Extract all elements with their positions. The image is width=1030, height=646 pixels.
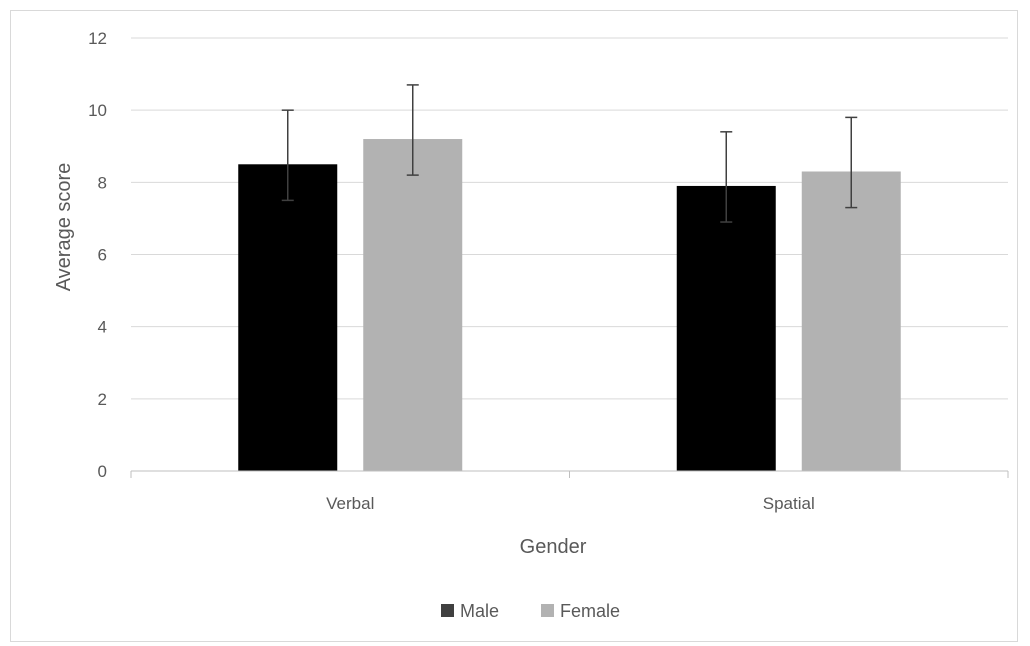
legend-swatch xyxy=(441,604,454,617)
x-axis xyxy=(130,470,1009,478)
error-bar-male-spatial xyxy=(720,131,733,223)
legend-label: Male xyxy=(460,601,499,621)
y-tick-label: 2 xyxy=(98,390,107,409)
y-tick-label: 4 xyxy=(98,318,107,337)
bar-female-spatial xyxy=(801,171,901,471)
bar-male-spatial xyxy=(676,185,776,472)
legend: Male Female xyxy=(441,601,620,621)
y-tick-label: 6 xyxy=(98,246,107,265)
y-tick-label: 10 xyxy=(88,101,107,120)
y-tick-label: 0 xyxy=(98,462,107,481)
x-axis-ticks: Verbal Spatial xyxy=(326,494,815,513)
y-axis-title: Average score xyxy=(53,163,75,292)
legend-item-male: Male xyxy=(441,601,499,621)
legend-item-female: Female xyxy=(541,601,620,621)
bars xyxy=(238,139,901,472)
legend-label: Female xyxy=(560,601,620,621)
x-axis-title: Gender xyxy=(520,536,587,558)
bar-female-verbal xyxy=(363,139,463,472)
error-bar-female-spatial xyxy=(845,116,858,209)
error-bar-male-verbal xyxy=(281,109,294,202)
legend-swatch xyxy=(541,604,554,617)
error-bar-female-verbal xyxy=(406,84,419,176)
y-axis-ticks: 0 2 4 6 8 10 12 xyxy=(88,29,107,481)
x-tick-label: Spatial xyxy=(763,494,815,513)
x-tick-label: Verbal xyxy=(326,494,374,513)
error-bars xyxy=(281,84,858,223)
bar-male-verbal xyxy=(238,164,338,471)
y-tick-label: 8 xyxy=(98,173,107,192)
y-tick-label: 12 xyxy=(88,29,107,48)
